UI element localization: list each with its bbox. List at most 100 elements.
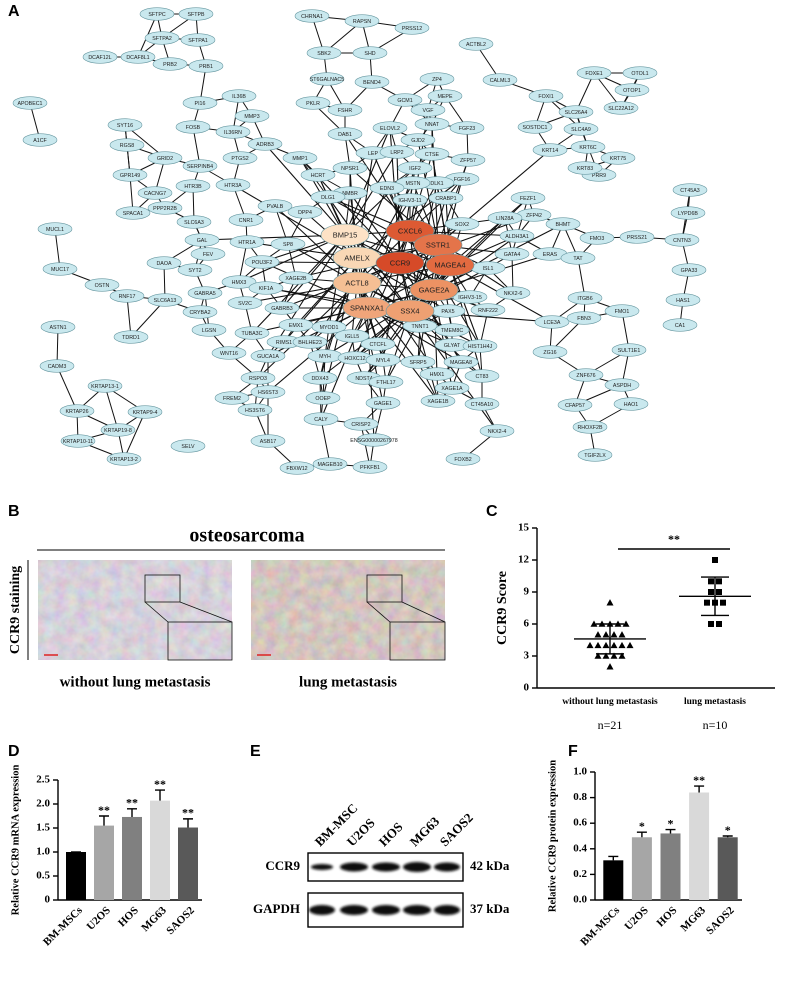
- node: [604, 304, 640, 318]
- node-label: MUC17: [51, 267, 69, 273]
- node-label: SLC6A3: [184, 220, 204, 226]
- node-label: NMBR: [342, 191, 358, 197]
- edge: [320, 418, 331, 465]
- node: [302, 371, 338, 385]
- node: [360, 337, 396, 351]
- node: [270, 237, 306, 251]
- node-label: KRTAP10-11: [63, 439, 93, 445]
- node-label: ZNF676: [576, 373, 595, 379]
- node: [37, 222, 73, 236]
- node-label: IL36RN: [224, 130, 242, 136]
- node-label: PVALB: [267, 204, 284, 210]
- node: [387, 93, 423, 107]
- node-label: PFKFB1: [360, 465, 380, 471]
- node: [576, 66, 612, 80]
- node-label: BEND4: [363, 80, 381, 86]
- node: [287, 205, 323, 219]
- edge: [356, 282, 419, 363]
- node-label: CADM3: [48, 364, 67, 370]
- y-tick-label: 1.0: [36, 846, 50, 858]
- node: [392, 193, 428, 207]
- node: [300, 168, 336, 182]
- node: [482, 73, 518, 87]
- node-label: RNF222: [478, 308, 498, 314]
- node-label: A1CF: [33, 138, 47, 144]
- x-tick-label: SAOS2: [164, 904, 197, 937]
- node: [672, 183, 708, 197]
- bar: [689, 792, 710, 900]
- node: [443, 355, 479, 369]
- node-label: WNT16: [220, 351, 238, 357]
- node: [671, 263, 707, 277]
- node-label: HCRT: [311, 173, 326, 179]
- node: [450, 153, 486, 167]
- node: [139, 7, 175, 21]
- y-tick-label: 3: [524, 650, 530, 662]
- node-label: KRT75: [610, 156, 626, 162]
- edge: [366, 307, 462, 363]
- node: [100, 423, 136, 437]
- node-label: ASPDH: [613, 383, 631, 389]
- node: [563, 122, 599, 136]
- x-tick-label: U2OS: [622, 904, 650, 932]
- node-label: KRTAP13-2: [110, 457, 138, 463]
- node-label: HAS1: [676, 298, 690, 304]
- node: [234, 109, 270, 123]
- node: [39, 359, 75, 373]
- node-label: ZG16: [543, 350, 556, 356]
- node-label: KRTAP19-8: [104, 428, 132, 434]
- node: [228, 213, 264, 227]
- sample-size: n=21: [598, 718, 623, 732]
- node: [577, 448, 613, 462]
- node-label: DPP4: [298, 210, 312, 216]
- node: [528, 89, 564, 103]
- node: [60, 434, 96, 448]
- x-tick-label: U2OS: [85, 904, 113, 932]
- node: [240, 371, 276, 385]
- node: [176, 215, 212, 229]
- node: [334, 329, 370, 343]
- node-label: DLG1: [321, 195, 335, 201]
- y-tick-label: 0.6: [573, 817, 587, 829]
- data-point: [594, 641, 602, 649]
- edge: [232, 184, 358, 259]
- node: [303, 412, 339, 426]
- node-label: HTR3A: [224, 183, 242, 189]
- nodes: SFTPC SFTPB SFTPA2 SFTPA1 PRB2 PRB1 DCAF12L DCA…: [12, 7, 708, 475]
- node-label: ADRB3: [256, 142, 274, 148]
- node-label: PRSS21: [627, 235, 647, 241]
- bar: [150, 800, 170, 900]
- node-label: FTHL17: [376, 380, 395, 386]
- node-label: EDN3: [380, 186, 394, 192]
- node-label: SFTPA1: [188, 38, 208, 44]
- node-label: RGS8: [120, 143, 134, 149]
- node: [354, 75, 390, 89]
- node-label: LEP: [368, 151, 378, 157]
- node-label: HTR1A: [238, 240, 256, 246]
- node: [120, 50, 156, 64]
- node: [352, 460, 388, 474]
- node-label: MAGEA8: [450, 360, 472, 366]
- node: [182, 96, 218, 110]
- node: [279, 461, 315, 475]
- node: [175, 120, 211, 134]
- node: [211, 346, 247, 360]
- node-label: CHRNA1: [301, 14, 323, 20]
- node-label: ACTBL2: [466, 42, 486, 48]
- node-label: GPR149: [120, 173, 140, 179]
- node: [352, 46, 388, 60]
- node: [427, 89, 463, 103]
- node-label: CT45A10: [471, 402, 493, 408]
- lane-label: MG63: [407, 813, 443, 849]
- hub-node: [425, 253, 475, 277]
- node-label: EMX1: [289, 323, 303, 329]
- node-label: ALDH3A1: [505, 234, 529, 240]
- node-label: GABRA5: [194, 291, 216, 297]
- protein-label: GAPDH: [253, 901, 300, 916]
- node-label: ITGB6: [577, 296, 592, 302]
- caption: lung metastasis: [299, 674, 397, 690]
- node-label: ASTN1: [49, 325, 66, 331]
- tissue-image: [37, 559, 233, 661]
- node: [622, 66, 658, 80]
- y-tick-label: 2.0: [36, 798, 50, 810]
